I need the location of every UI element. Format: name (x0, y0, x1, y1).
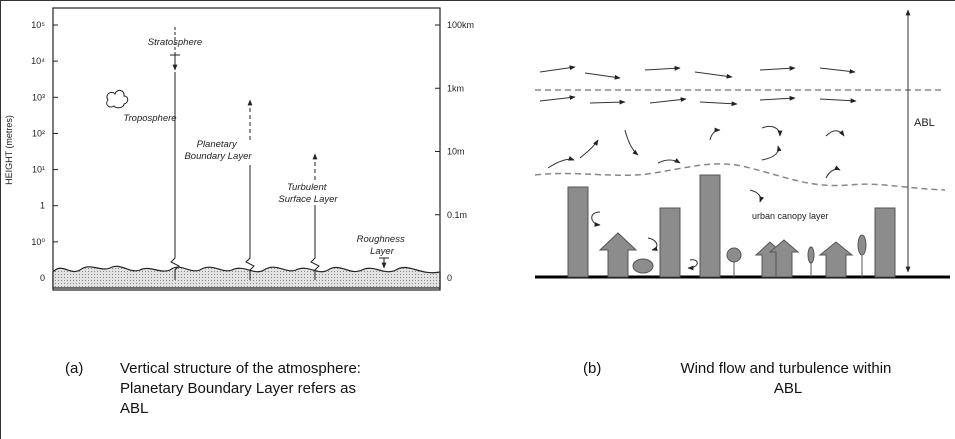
tick-label: 1 (40, 201, 45, 211)
arrow (245, 165, 255, 280)
axis-label: HEIGHT (metres) (4, 115, 14, 185)
tick-label: 10⁵ (31, 20, 45, 30)
turbulent-surface-layer: Turbulent Surface Layer (278, 182, 338, 205)
urban-canopy-label: urban canopy layer (752, 211, 829, 221)
wind-arrows (539, 65, 857, 271)
right-ticks: 100km 1km 10m 0.1m 0 (435, 20, 474, 283)
tick-label: 10³ (32, 92, 45, 102)
tick-label: 10¹ (32, 165, 45, 175)
canopy-top (534, 163, 946, 191)
caption-label: (a) (65, 360, 83, 377)
tick-label: 0 (40, 273, 45, 283)
cloud-icon (106, 89, 129, 109)
abl-label: ABL (914, 117, 935, 129)
tick-label: 10² (32, 128, 45, 138)
tick-label: 10⁰ (31, 237, 45, 247)
axes-box (52, 7, 441, 291)
roughness-layer: Roughness Layer (357, 234, 408, 257)
arrow (170, 72, 180, 280)
caption-text: Wind flow and turbulence within ABL (680, 360, 895, 397)
tick-label: 1km (447, 83, 464, 93)
panel-b: ABL urban canopy layer (534, 9, 950, 279)
tick-label: 0 (447, 273, 452, 283)
tick-label: 0.1m (447, 210, 467, 220)
caption-text: Vertical structure of the atmosphere: Pl… (120, 360, 365, 417)
stratosphere: Stratosphere (148, 37, 202, 48)
troposphere: Troposphere (123, 113, 176, 124)
tick-label: 10m (447, 147, 465, 157)
arrow (310, 205, 320, 280)
ground (52, 265, 441, 289)
tick-label: 100km (447, 20, 474, 30)
panel-a: HEIGHT (metres) 10⁵ 10⁴ 10³ 10² 10¹ 1 10⁰ 0 100… (4, 7, 474, 291)
buildings (567, 174, 896, 278)
tick-label: 10⁴ (31, 56, 45, 66)
caption-label: (b) (583, 360, 601, 377)
planetary-boundary-layer: Planetary Boundary Layer (184, 139, 252, 162)
left-ticks: 10⁵ 10⁴ 10³ 10² 10¹ 1 10⁰ 0 (31, 20, 58, 283)
